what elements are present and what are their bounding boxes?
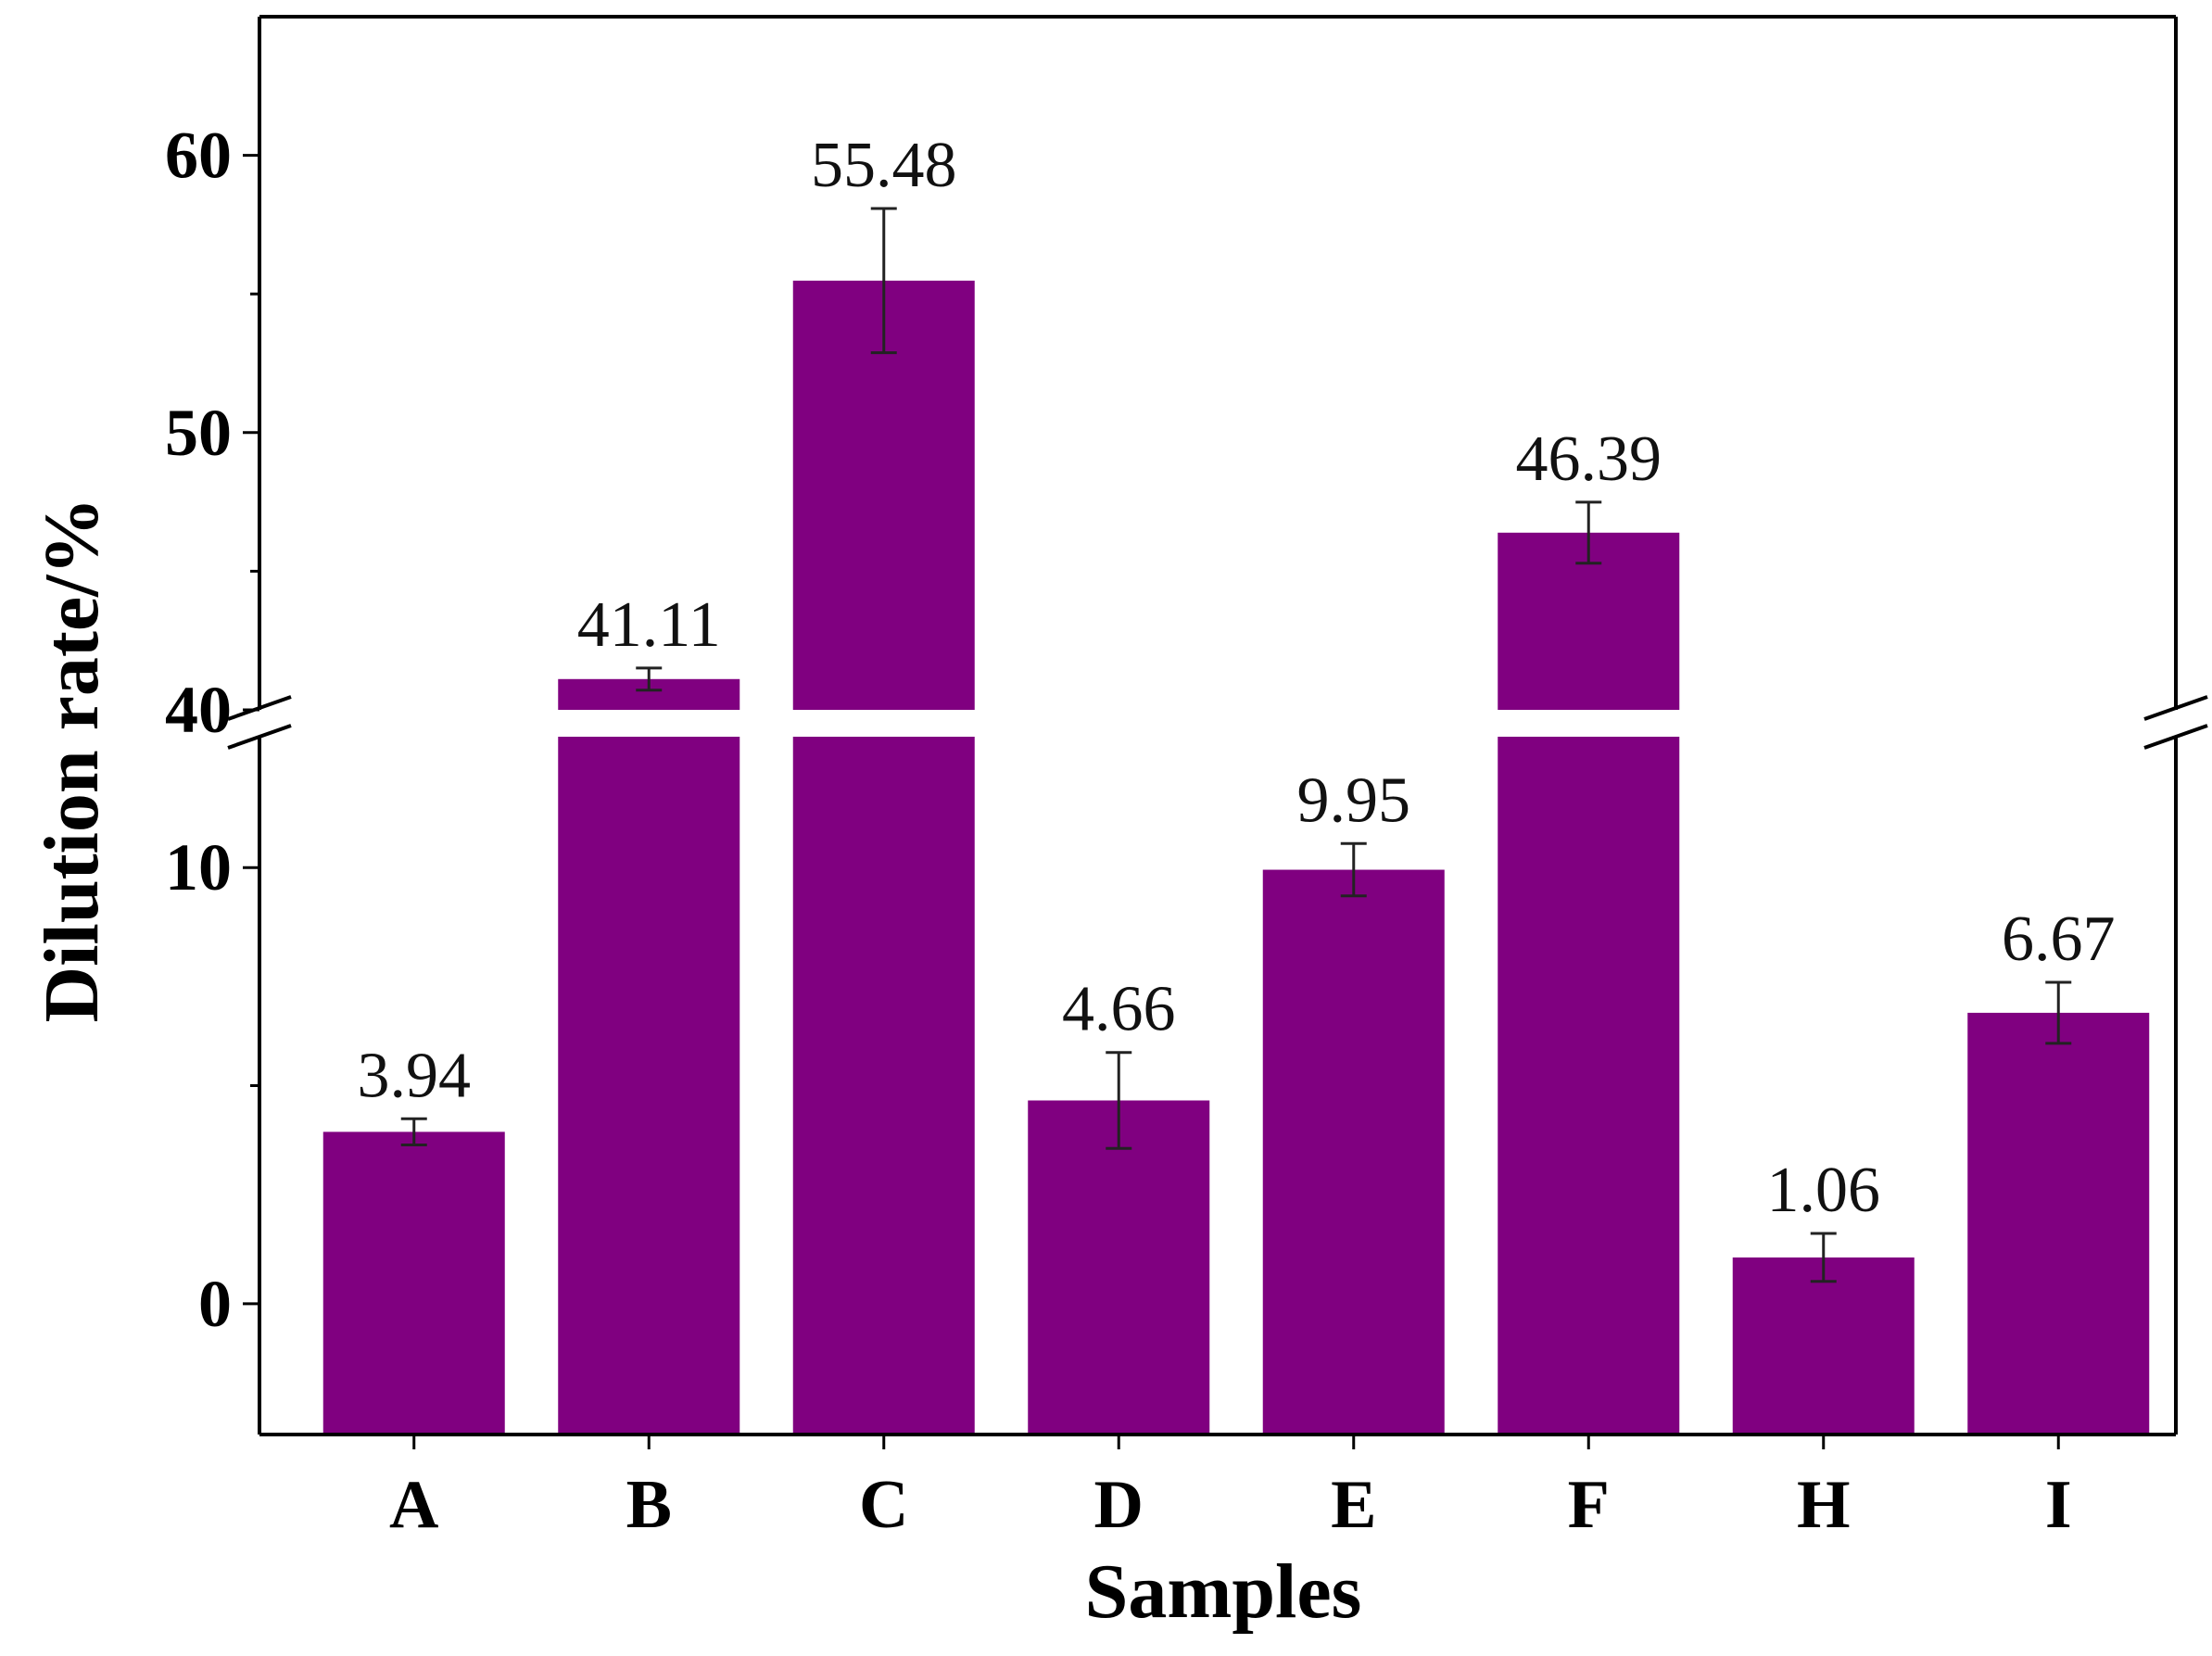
break-mark-left-1 [227,695,292,721]
data-label-c: 55.48 [811,130,957,201]
axis-break-gap [262,710,2173,737]
break-mark-left-2 [227,724,292,750]
x-tick-label-a: A [389,1467,438,1543]
y-tick-label-0: 0 [198,1267,232,1341]
bar-b-lower [558,737,740,1435]
x-axis-title: Samples [1085,1549,1362,1635]
error-bars-layer [400,207,2072,1283]
y-tick-label-60: 60 [165,119,232,193]
y-axis-title: Dilution rate/% [29,498,115,1023]
x-tick-label-b: B [626,1467,672,1543]
x-tick-label-d: D [1094,1467,1144,1543]
data-label-d: 4.66 [1062,974,1176,1045]
y-tick-label-40: 40 [165,673,232,747]
x-tick-label-f: F [1568,1467,1610,1543]
data-label-f: 46.39 [1516,423,1662,495]
bar-f-lower [1498,737,1680,1435]
data-label-i: 6.67 [2002,904,2116,975]
y-tick-label-50: 50 [165,396,232,470]
bar-h [1732,1257,1915,1435]
data-labels-layer: 3.94 41.11 55.48 4.66 9.95 46.39 1.06 6.67 [358,130,2116,1226]
break-mark-right-2 [2143,724,2208,750]
bars-layer [322,280,2150,1435]
data-label-a: 3.94 [358,1040,472,1111]
bar-c-lower [792,737,975,1435]
data-label-b: 41.11 [577,589,721,661]
data-label-h: 1.06 [1767,1155,1881,1226]
bar-e [1262,869,1445,1435]
x-tick-label-e: E [1331,1467,1376,1543]
x-tick-label-c: C [859,1467,908,1543]
x-tick-label-h: H [1797,1467,1851,1543]
y-tick-label-10: 10 [165,830,232,904]
x-tick-label-i: I [2045,1467,2072,1543]
bar-i [1967,1012,2150,1435]
break-mark-right-1 [2143,695,2208,721]
data-label-e: 9.95 [1297,765,1411,836]
bar-d [1028,1100,1210,1435]
axes-layer: A B C D E F H I 0 10 40 50 60 [165,15,2208,1543]
bar-a [322,1131,505,1435]
